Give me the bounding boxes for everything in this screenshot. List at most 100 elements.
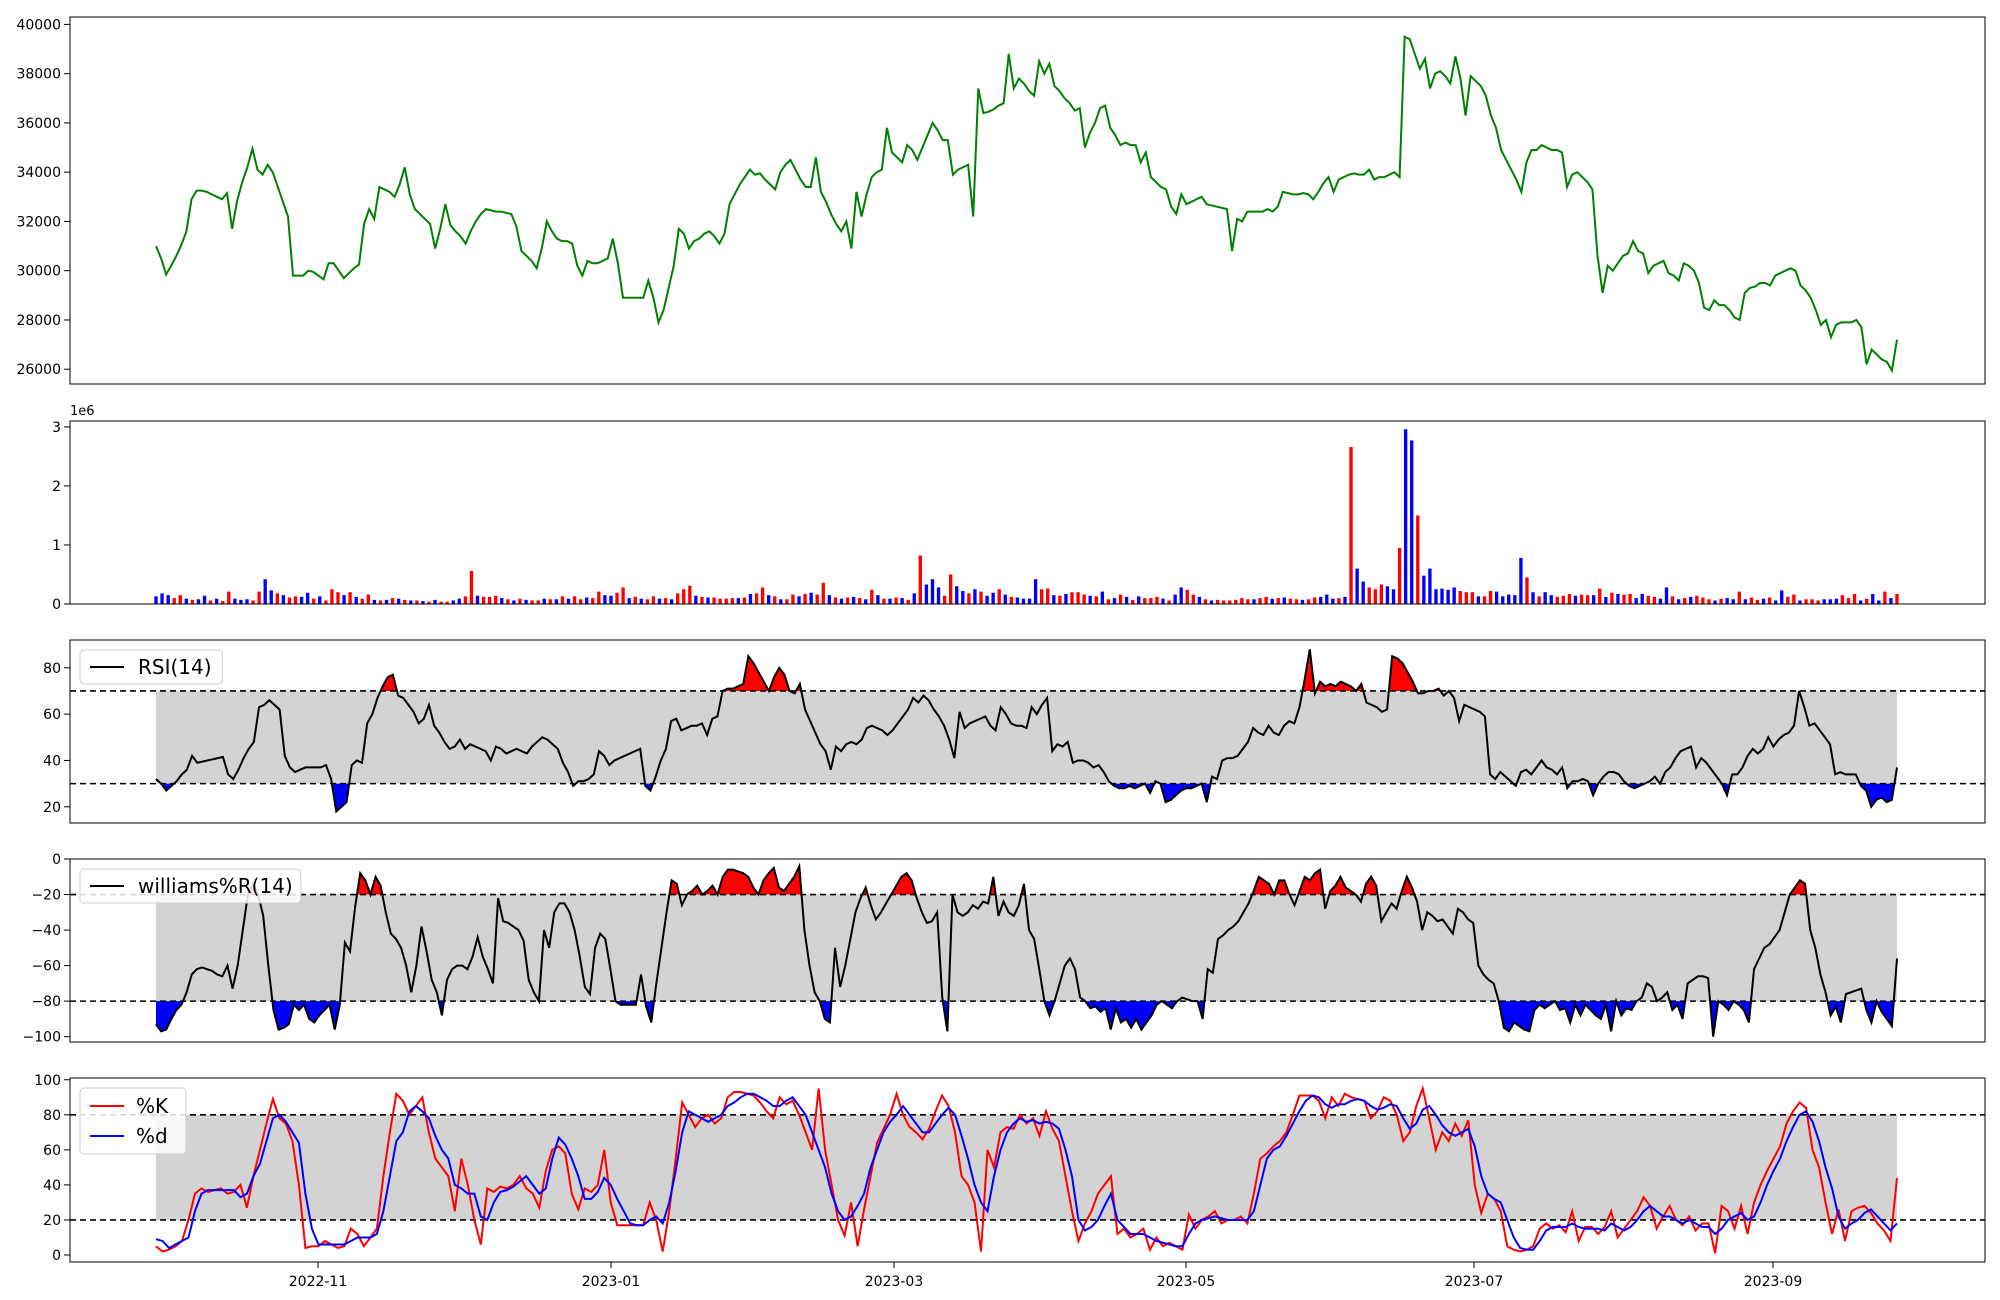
volume-bar xyxy=(779,599,783,604)
volume-bar xyxy=(1033,579,1038,604)
volume-bar xyxy=(942,595,947,604)
volume-bar xyxy=(712,597,716,604)
volume-bar xyxy=(1519,557,1523,604)
volume-bar xyxy=(293,596,298,604)
panel-frame xyxy=(69,639,1986,824)
williams-overbought-fill xyxy=(370,876,383,895)
volume-bar xyxy=(1883,591,1887,604)
volume-bar xyxy=(1155,596,1159,604)
volume-bar xyxy=(742,597,747,604)
y-tick-label: −40 xyxy=(31,923,61,939)
volume-bar xyxy=(1482,596,1487,604)
volume-bar xyxy=(196,599,201,604)
volume-bar xyxy=(1337,598,1341,604)
volume-bar xyxy=(1579,594,1584,604)
volume-bar xyxy=(245,599,249,604)
y-tick-label: 26000 xyxy=(16,362,61,378)
volume-bar xyxy=(1786,596,1790,604)
volume-bar xyxy=(1749,597,1754,604)
legend-label: %d xyxy=(136,1124,168,1148)
volume-bar xyxy=(1446,589,1450,604)
volume-bar xyxy=(773,596,777,604)
volume-bar xyxy=(1185,589,1189,604)
volume-bar xyxy=(633,596,637,604)
volume-bar xyxy=(1422,575,1426,604)
volume-bar xyxy=(445,601,449,604)
volume-bar xyxy=(627,598,631,604)
volume-bar xyxy=(1543,592,1547,604)
stoch-line-pct-k xyxy=(155,1084,1898,1254)
volume-bar xyxy=(1124,596,1129,604)
volume-bar xyxy=(1312,597,1317,604)
volume-bar xyxy=(1440,588,1444,604)
rsi-oversold-fill xyxy=(1859,783,1895,807)
rsi-oversold-fill xyxy=(331,783,350,812)
williams-line xyxy=(155,862,1898,1037)
volume-bar xyxy=(839,598,844,604)
volume-bar xyxy=(233,598,237,604)
volume-bar xyxy=(930,579,935,604)
volume-bar xyxy=(1161,598,1165,604)
volume-bar xyxy=(554,599,559,604)
volume-bar xyxy=(451,600,455,604)
volume-bar xyxy=(1494,591,1499,604)
rsi-overbought-fill xyxy=(1388,656,1417,691)
volume-bar xyxy=(1707,599,1711,604)
volume-bar xyxy=(1725,598,1729,604)
y-tick-label: 30000 xyxy=(16,264,61,280)
volume-bar xyxy=(281,595,286,604)
volume-bar xyxy=(548,599,552,604)
volume-bar xyxy=(257,591,261,604)
volume-bar xyxy=(415,600,419,604)
volume-bar xyxy=(597,591,601,604)
volume-bar xyxy=(791,594,795,604)
y-tick-label: 40 xyxy=(43,753,61,769)
volume-bar xyxy=(736,598,741,604)
volume-bar xyxy=(1064,593,1068,604)
volume-bar xyxy=(1458,591,1462,604)
volume-bar xyxy=(378,600,383,604)
williams-oversold-fill xyxy=(1044,1001,1055,1016)
volume-bar xyxy=(955,586,959,604)
volume-bar xyxy=(506,599,510,604)
volume-bar xyxy=(275,593,279,604)
volume-bar xyxy=(1428,568,1432,604)
volume-bar xyxy=(1525,577,1529,604)
volume-bar xyxy=(1130,599,1135,604)
volume-bar xyxy=(851,596,856,604)
volume-bar xyxy=(1616,593,1620,604)
volume-bar xyxy=(360,598,364,604)
volume-bar xyxy=(1464,592,1468,604)
volume-bar xyxy=(845,597,850,604)
volume-bar xyxy=(1755,599,1760,604)
y-tick-label: −20 xyxy=(31,888,61,904)
volume-bar xyxy=(427,601,431,604)
price-line xyxy=(155,35,1898,374)
stoch-panel: 0 20 40 60 80 100 %K %d 2022-11 2023-01 2023-03 202… xyxy=(34,1073,1986,1290)
volume-bar xyxy=(1282,597,1286,604)
volume-bar xyxy=(1082,594,1086,604)
volume-bar xyxy=(475,595,480,604)
volume-bar xyxy=(202,595,207,604)
volume-bar xyxy=(336,592,340,604)
volume-bar xyxy=(251,600,255,604)
volume-bar xyxy=(1294,599,1299,604)
volume-bar xyxy=(1003,594,1007,604)
volume-bar xyxy=(1646,595,1650,604)
volume-bar xyxy=(1670,596,1675,604)
volume-bar xyxy=(1040,589,1044,604)
volume-bar xyxy=(1761,598,1766,604)
volume-bar xyxy=(1610,592,1614,604)
y-tick-label: 0 xyxy=(52,1248,61,1264)
volume-bar xyxy=(1852,593,1857,604)
volume-bar xyxy=(1270,598,1274,604)
volume-bar xyxy=(494,595,498,604)
volume-bar xyxy=(469,570,474,604)
volume-bar xyxy=(1355,568,1359,604)
volume-bar xyxy=(785,599,789,604)
stoch-line-pct-d xyxy=(155,1092,1898,1251)
volume-bar xyxy=(1100,591,1104,604)
volume-bar xyxy=(1731,599,1735,604)
volume-bar xyxy=(1683,598,1687,604)
volume-bar xyxy=(979,591,983,604)
